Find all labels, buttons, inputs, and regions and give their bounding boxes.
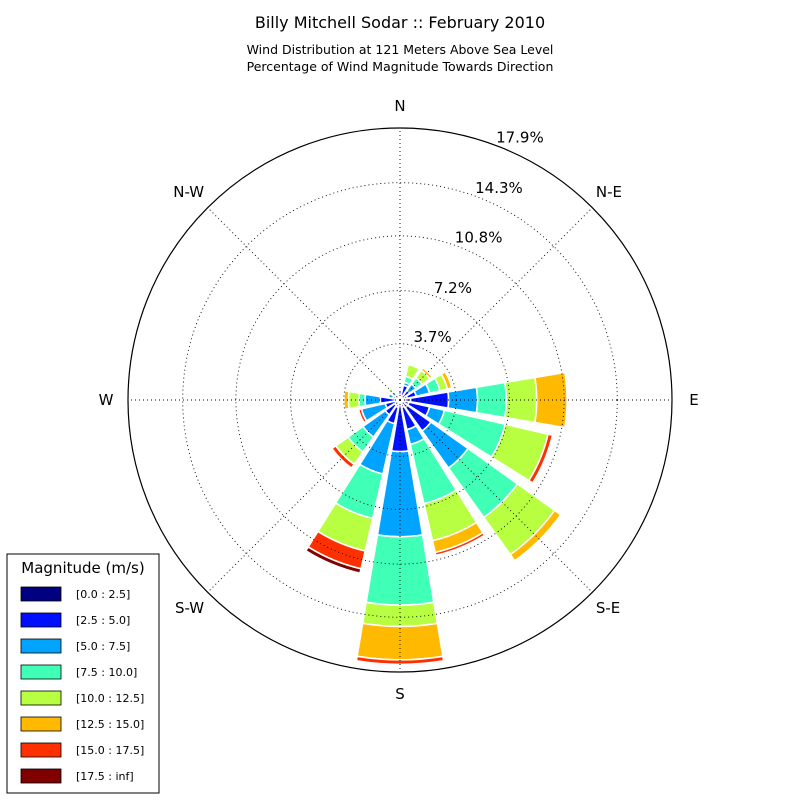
grid-spoke-7 (207, 207, 401, 401)
legend-label-6: [15.0 : 17.5] (76, 744, 144, 757)
legend-swatch-2 (20, 638, 62, 654)
legend-label-2: [5.0 : 7.5] (76, 640, 130, 653)
grid-spoke-5 (207, 399, 401, 593)
grid-spoke-3 (399, 399, 593, 593)
chart-title: Billy Mitchell Sodar :: February 2010 (255, 13, 545, 32)
legend-swatch-6 (20, 742, 62, 758)
radial-tick-label-4: 17.9% (496, 129, 544, 147)
legend: Magnitude (m/s) [0.0 : 2.5] [2.5 : 5.0] [5… (6, 553, 160, 794)
legend-swatch-1 (20, 612, 62, 628)
direction-label-s-e: S-E (596, 599, 620, 617)
wedge-dir67.5-bin5 (440, 370, 453, 391)
grid-circle-3 (182, 182, 618, 618)
wedge-dir180-bin4 (361, 601, 439, 628)
wedge-dir180-bin3 (365, 533, 435, 606)
wedge-dir22.5-bin4 (404, 363, 421, 381)
wedge-dir90-bin5 (533, 371, 568, 429)
wedge-dir337.5-bin2 (394, 391, 400, 396)
direction-labels: N N-E E S-E S S-W W N-W (99, 97, 699, 703)
legend-swatch-7 (20, 768, 62, 784)
direction-label-s: S (395, 685, 405, 703)
legend-label-1: [2.5 : 5.0] (76, 614, 130, 627)
wedge-dir0-bin2 (397, 388, 403, 392)
grid-spoke-1 (399, 207, 593, 401)
wedge-dir135-bin5 (509, 509, 562, 562)
wind-wedges (304, 363, 568, 666)
direction-label-e: E (689, 391, 698, 409)
radial-tick-label-0: 3.7% (414, 328, 452, 346)
legend-swatch-5 (20, 716, 62, 732)
legend-title: Magnitude (m/s) (21, 559, 144, 577)
wedge-dir247.5-bin6 (357, 407, 368, 424)
grid-overlay (128, 128, 672, 672)
legend-label-4: [10.0 : 12.5] (76, 692, 144, 705)
wedge-dir202.5-bin7 (304, 545, 362, 575)
legend-label-7: [17.5 : inf] (76, 770, 134, 783)
direction-label-n-e: N-E (596, 183, 622, 201)
radial-tick-label-2: 10.8% (455, 228, 503, 246)
wedge-dir157.5-bin6 (434, 531, 486, 557)
wedge-dir315-bin5 (385, 385, 393, 393)
legend-label-0: [0.0 : 2.5] (76, 588, 130, 601)
direction-label-n: N (394, 97, 405, 115)
wedge-dir112.5-bin6 (527, 433, 554, 485)
wedge-dir270-bin5 (342, 389, 350, 411)
legend-swatch-3 (20, 664, 62, 680)
grid-circle-1 (290, 290, 510, 510)
direction-label-n-w: N-W (173, 183, 204, 201)
legend-label-3: [7.5 : 10.0] (76, 666, 137, 679)
radial-tick-label-1: 7.2% (434, 279, 472, 297)
direction-label-s-w: S-W (175, 599, 204, 617)
wedge-dir270-bin4 (347, 390, 361, 410)
legend-swatch-0 (20, 586, 62, 602)
legend-swatch-4 (20, 690, 62, 706)
radial-tick-label-3: 14.3% (475, 179, 523, 197)
direction-label-w: W (99, 391, 114, 409)
legend-items: [0.0 : 2.5] [2.5 : 5.0] [5.0 : 7.5] [7.5 : … (20, 586, 144, 784)
chart-subtitle-line-2: Percentage of Wind Magnitude Towards Dir… (247, 59, 554, 74)
legend-label-5: [12.5 : 15.0] (76, 718, 144, 731)
chart-subtitle-line-1: Wind Distribution at 121 Meters Above Se… (247, 42, 554, 57)
radial-tick-labels: 3.7% 7.2% 10.8% 14.3% 17.9% (414, 129, 544, 346)
wedge-dir45-bin5 (420, 366, 434, 380)
